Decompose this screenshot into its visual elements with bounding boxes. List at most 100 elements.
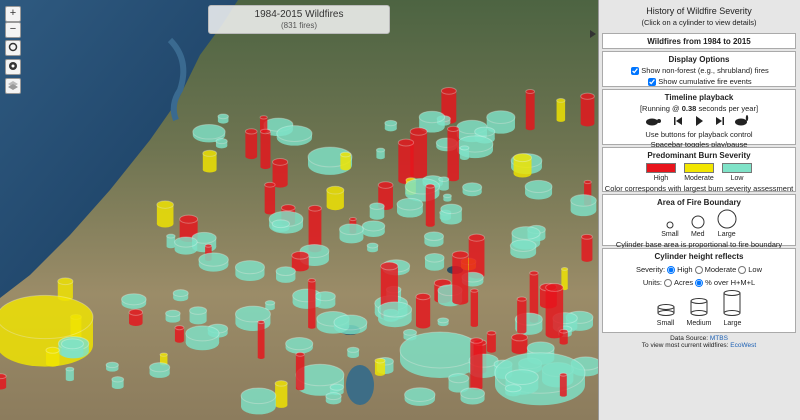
fire-cylinder[interactable] bbox=[121, 293, 147, 309]
step-forward-button[interactable] bbox=[716, 117, 724, 125]
fire-cylinder[interactable] bbox=[174, 236, 198, 255]
fire-cylinder[interactable] bbox=[276, 125, 313, 146]
checkbox[interactable] bbox=[631, 67, 640, 76]
fire-cylinder[interactable] bbox=[174, 325, 185, 343]
fire-cylinder[interactable] bbox=[409, 127, 428, 179]
fire-cylinder[interactable] bbox=[185, 325, 220, 351]
fire-cylinder[interactable] bbox=[396, 197, 424, 218]
fire-cylinder[interactable] bbox=[128, 308, 144, 326]
fire-cylinder[interactable] bbox=[438, 176, 450, 191]
fire-cylinder[interactable] bbox=[285, 336, 314, 354]
fire-cylinder[interactable] bbox=[516, 296, 527, 334]
map[interactable] bbox=[0, 0, 598, 420]
fire-cylinder[interactable] bbox=[339, 151, 352, 171]
fire-cylinder[interactable] bbox=[217, 113, 229, 124]
fire-cylinder[interactable] bbox=[462, 182, 483, 197]
fire-cylinder[interactable] bbox=[215, 138, 228, 149]
step-back-button[interactable] bbox=[674, 117, 682, 125]
fire-cylinder[interactable] bbox=[486, 110, 516, 134]
fire-cylinder[interactable] bbox=[545, 283, 564, 339]
fire-cylinder[interactable] bbox=[166, 233, 176, 249]
fire-cylinder[interactable] bbox=[274, 380, 288, 408]
fire-cylinder[interactable] bbox=[57, 277, 74, 301]
fire-cylinder[interactable] bbox=[469, 337, 483, 391]
fire-cylinder[interactable] bbox=[399, 331, 481, 378]
fire-cylinder[interactable] bbox=[172, 289, 189, 302]
fire-cylinder[interactable] bbox=[361, 220, 386, 238]
play-button[interactable] bbox=[696, 116, 703, 126]
fire-cylinder[interactable] bbox=[446, 125, 460, 182]
fire-cylinder[interactable] bbox=[384, 119, 398, 132]
fire-cylinder[interactable] bbox=[580, 233, 593, 262]
fire-cylinder[interactable] bbox=[295, 351, 305, 391]
fire-cylinder[interactable] bbox=[459, 145, 470, 160]
fire-cylinder[interactable] bbox=[234, 260, 266, 282]
fire-cylinder[interactable] bbox=[192, 123, 226, 143]
fire-cylinder[interactable] bbox=[404, 387, 436, 406]
fire-cylinder[interactable] bbox=[374, 357, 386, 376]
fire-cylinder[interactable] bbox=[470, 288, 479, 327]
fire-cylinder[interactable] bbox=[271, 219, 291, 232]
fire-cylinder[interactable] bbox=[240, 387, 277, 415]
fire-cylinder[interactable] bbox=[202, 149, 218, 173]
zoom-out[interactable]: − bbox=[5, 22, 21, 38]
fire-cylinder[interactable] bbox=[198, 252, 229, 272]
radio[interactable] bbox=[695, 279, 704, 288]
faster-button[interactable] bbox=[735, 115, 749, 126]
fire-cylinder[interactable] bbox=[326, 185, 345, 211]
fire-cylinder[interactable] bbox=[307, 278, 316, 329]
fire-cylinder[interactable] bbox=[111, 376, 125, 389]
fire-cylinder[interactable] bbox=[524, 179, 553, 200]
fire-cylinder[interactable] bbox=[486, 330, 497, 353]
fire-cylinder[interactable] bbox=[375, 147, 386, 160]
slower-button[interactable] bbox=[646, 118, 661, 126]
fire-cylinder[interactable] bbox=[425, 183, 436, 227]
checkbox[interactable] bbox=[648, 78, 657, 87]
fire-cylinder[interactable] bbox=[440, 203, 463, 225]
fire-cylinder[interactable] bbox=[259, 128, 271, 170]
fire-cylinder[interactable] bbox=[580, 92, 595, 127]
fire-cylinder[interactable] bbox=[156, 200, 174, 228]
fire-cylinder[interactable] bbox=[570, 194, 597, 217]
fire-cylinder[interactable] bbox=[339, 223, 364, 244]
radio[interactable] bbox=[663, 279, 672, 288]
fire-cylinder[interactable] bbox=[189, 306, 208, 325]
fire-cylinder[interactable] bbox=[424, 252, 445, 271]
fire-cylinder[interactable] bbox=[397, 138, 415, 185]
fire-cylinder[interactable] bbox=[291, 251, 310, 272]
radio[interactable] bbox=[738, 266, 747, 275]
zoom-in[interactable]: + bbox=[5, 6, 21, 22]
fire-cylinder[interactable] bbox=[275, 266, 296, 283]
fire-cylinder[interactable] bbox=[257, 320, 266, 359]
fire-cylinder[interactable] bbox=[556, 98, 566, 122]
fire-cylinder[interactable] bbox=[366, 242, 379, 253]
fire-cylinder[interactable] bbox=[264, 300, 276, 311]
fire-cylinder[interactable] bbox=[65, 366, 75, 382]
fire-cylinder[interactable] bbox=[60, 338, 84, 359]
panel-toggle[interactable] bbox=[590, 30, 596, 38]
fire-cylinder[interactable] bbox=[314, 291, 336, 309]
fire-cylinder[interactable] bbox=[437, 317, 450, 327]
fire-cylinder[interactable] bbox=[460, 387, 486, 405]
fire-cylinder[interactable] bbox=[559, 372, 568, 397]
fire-cylinder[interactable] bbox=[234, 305, 271, 331]
fire-cylinder[interactable] bbox=[149, 362, 171, 378]
fire-cylinder[interactable] bbox=[504, 384, 522, 397]
fire-cylinder[interactable] bbox=[346, 346, 360, 359]
fire-cylinder[interactable] bbox=[513, 153, 533, 178]
ecowest-link[interactable]: EcoWest bbox=[730, 342, 757, 349]
fire-cylinder[interactable] bbox=[333, 314, 368, 335]
fire-cylinder[interactable] bbox=[451, 250, 469, 305]
fire-cylinder[interactable] bbox=[0, 294, 94, 367]
fire-cylinder[interactable] bbox=[45, 346, 60, 367]
fire-cylinder[interactable] bbox=[0, 373, 7, 390]
fire-cylinder[interactable] bbox=[272, 158, 289, 188]
refresh-button[interactable] bbox=[5, 40, 21, 56]
fire-cylinder[interactable] bbox=[369, 202, 385, 220]
fire-cylinder[interactable] bbox=[442, 193, 452, 202]
fire-cylinder[interactable] bbox=[559, 328, 569, 345]
fire-cylinder[interactable] bbox=[509, 239, 537, 259]
radio[interactable] bbox=[667, 266, 676, 275]
fire-cylinder[interactable] bbox=[511, 333, 528, 355]
fire-cylinder[interactable] bbox=[525, 89, 536, 131]
